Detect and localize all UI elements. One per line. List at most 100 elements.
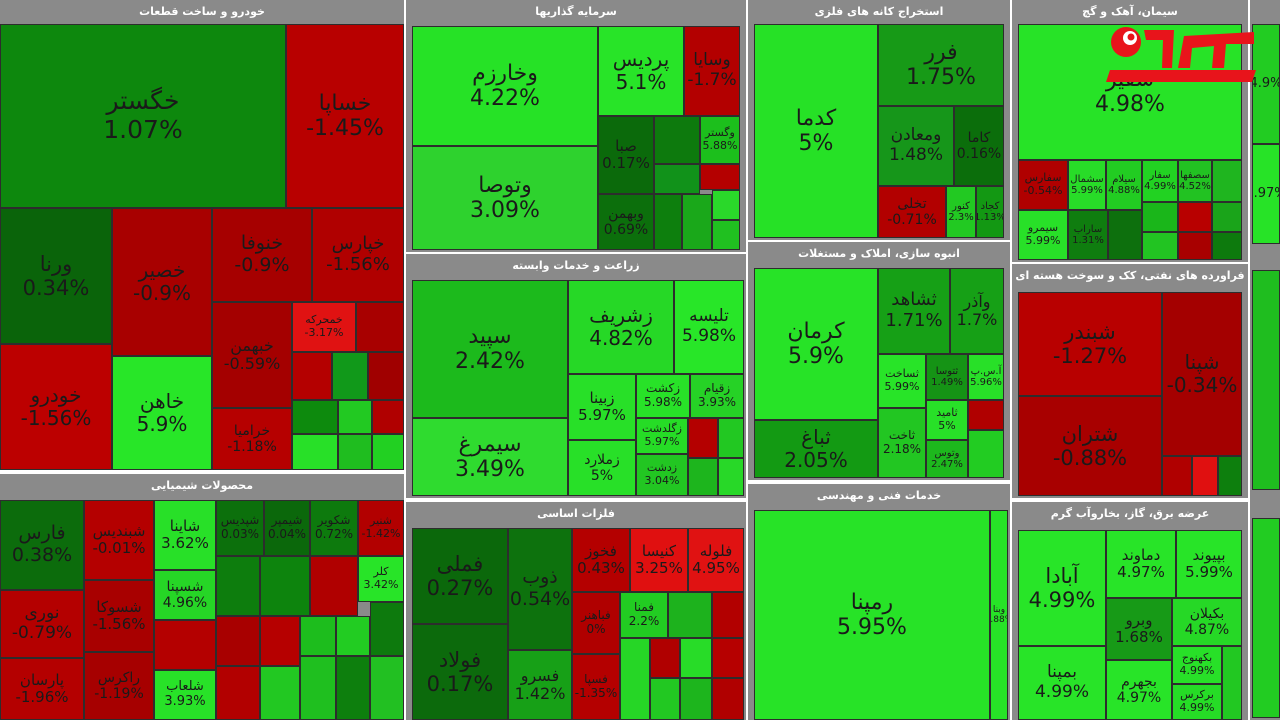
sector-title: عرضه برق، گاز، بخاروآب گرم [1050, 507, 1210, 520]
stock-tile [216, 666, 260, 720]
stock-tile[interactable]: نوری -0.79% [0, 590, 84, 658]
stock-tile[interactable]: ثساخت 5.99% [878, 354, 926, 408]
stock-tile[interactable]: کاما 0.16% [954, 106, 1004, 186]
stock-tile[interactable]: فرر 1.75% [878, 24, 1004, 106]
stock-tile[interactable]: بجهرم 4.97% [1106, 660, 1172, 720]
stock-tile[interactable]: شلعاب 3.93% [154, 670, 216, 720]
stock-tile[interactable]: خودرو -1.56% [0, 344, 112, 470]
stock-tile[interactable]: زشریف 4.82% [568, 280, 674, 374]
stock-tile[interactable]: شپنا -0.34% [1162, 292, 1242, 456]
stock-tile[interactable]: راکرس -1.19% [84, 652, 154, 720]
stock-tile[interactable]: شبندیس -0.01% [84, 500, 154, 580]
stock-tile[interactable]: آ.س.پ 5.96% [968, 354, 1004, 400]
stock-tile[interactable]: ثامید 5% [926, 400, 968, 440]
stock-tile[interactable]: پارسان -1.96% [0, 658, 84, 720]
stock-tile[interactable]: کنور 2.3% [946, 186, 976, 238]
stock-tile[interactable]: خنوفا -0.9% [212, 208, 312, 302]
stock-tile[interactable]: سصفها 4.52% [1178, 160, 1212, 202]
stock-tile[interactable]: ومعادن 1.48% [878, 106, 954, 186]
stock-tile[interactable]: سپید 2.42% [412, 280, 568, 418]
stock-tile[interactable]: زدشت 3.04% [636, 454, 688, 496]
stock-tile[interactable]: ثاخت 2.18% [878, 408, 926, 478]
sector-utilities: عرضه برق، گاز، بخاروآب گرم آبادا 4.99% دم… [1012, 502, 1248, 720]
stock-tile[interactable]: بمپنا 4.99% [1018, 646, 1106, 720]
stock-tile[interactable]: سفارس -0.54% [1018, 160, 1068, 210]
stock-tile[interactable]: زگلدشت 5.97% [636, 418, 688, 454]
stock-tile[interactable]: سیمرغ 3.49% [412, 418, 568, 496]
stock-tile[interactable]: وبرو 1.68% [1106, 598, 1172, 660]
stock-tile[interactable]: ذوب 0.54% [508, 528, 572, 650]
stock-tile[interactable]: زبینا 5.97% [568, 374, 636, 440]
stock-tile[interactable]: وخارزم 4.22% [412, 26, 598, 146]
stock-tile[interactable]: وآذر 1.7% [950, 268, 1004, 354]
stock-tile[interactable]: ثتوسا 1.49% [926, 354, 968, 400]
stock-tile[interactable]: بپیوند 5.99% [1176, 530, 1242, 598]
stock-tile[interactable]: آبادا 4.99% [1018, 530, 1106, 646]
stock-tile[interactable]: وسایا -1.7% [684, 26, 740, 116]
stock-tile[interactable]: وتوس 2.47% [926, 440, 968, 478]
stock-tile[interactable]: ثشاهد 1.71% [878, 268, 950, 354]
stock-tile[interactable]: خرامیا -1.18% [212, 408, 292, 470]
stock-tile[interactable]: وبهمن 0.69% [598, 194, 654, 250]
stock-tile[interactable]: کنیسا 3.25% [630, 528, 688, 592]
stock-tile[interactable]: 5.97% [1252, 144, 1280, 244]
stock-tile[interactable]: ساراب 1.31% [1068, 210, 1108, 260]
stock-tile[interactable]: کجاد1.13% [976, 186, 1004, 238]
stock-tile[interactable]: سشمال 5.99% [1068, 160, 1106, 210]
stock-tile[interactable]: تلیسه 5.98% [674, 280, 744, 374]
stock-tile[interactable]: خبهمن -0.59% [212, 302, 292, 408]
stock-tile[interactable]: فمنا 2.2% [620, 592, 668, 638]
stock-tile[interactable]: شکویر 0.72% [310, 500, 358, 556]
stock-tile[interactable]: کلر 3.42% [358, 556, 404, 602]
stock-tile[interactable]: رمپنا 5.95% [754, 510, 990, 720]
stock-tile[interactable]: دماوند 4.97% [1106, 530, 1176, 598]
stock-tile[interactable]: کرمان 5.9% [754, 268, 878, 420]
stock-tile[interactable]: تخلی -0.71% [878, 186, 946, 238]
stock-tile[interactable]: خساپا -1.45% [286, 24, 404, 208]
stock-tile[interactable]: فولاد 0.17% [412, 624, 508, 720]
stock-tile[interactable]: خپارس -1.56% [312, 208, 404, 302]
stock-tile[interactable]: خاهن 5.9% [112, 356, 212, 470]
stock-tile[interactable]: فملی 0.27% [412, 528, 508, 624]
stock-tile [968, 400, 1004, 430]
stock-tile[interactable]: وتوصا 3.09% [412, 146, 598, 250]
stock-tile[interactable]: شبندر -1.27% [1018, 292, 1162, 396]
stock-tile[interactable]: خگستر 1.07% [0, 24, 286, 208]
stock-tile[interactable]: شپدیس 0.03% [216, 500, 264, 556]
stock-tile[interactable]: پردیس 5.1% [598, 26, 684, 116]
stock-tile[interactable]: بکهنوج 4.99% [1172, 646, 1222, 684]
stock-tile[interactable]: خصیر -0.9% [112, 208, 212, 356]
stock-tile[interactable]: شتران -0.88% [1018, 396, 1162, 496]
stock-tile[interactable]: زقیام 3.93% [690, 374, 744, 418]
stock-tile[interactable]: شاینا 3.62% [154, 500, 216, 570]
stock-tile[interactable]: فلوله 4.95% [688, 528, 744, 592]
stock-tile[interactable]: شیمپر 0.04% [264, 500, 310, 556]
stock-tile [336, 656, 370, 720]
stock-tile[interactable]: شسپنا 4.96% [154, 570, 216, 620]
stock-tile[interactable]: زملارد 5% [568, 440, 636, 496]
stock-tile[interactable]: سفار 4.99% [1142, 160, 1178, 202]
stock-tile[interactable]: فباهنر 0% [572, 592, 620, 654]
stock-tile[interactable]: کدما 5% [754, 24, 878, 238]
stock-tile[interactable]: وبنا3.88% [990, 510, 1008, 720]
stock-tile[interactable]: سیمرو 5.99% [1018, 210, 1068, 260]
stock-tile[interactable]: ورنا 0.34% [0, 208, 112, 344]
stock-tile[interactable]: خمحرکه -3.17% [292, 302, 356, 352]
stock-tile[interactable]: فسرو 1.42% [508, 650, 572, 720]
stock-tile[interactable]: زکشت 5.98% [636, 374, 690, 418]
stock-tile [370, 602, 404, 656]
stock-tile[interactable]: فسپا -1.35% [572, 654, 620, 720]
stock-tile[interactable]: سیلام 4.88% [1106, 160, 1142, 210]
stock-tile[interactable]: فخوز 0.43% [572, 528, 630, 592]
stock-tile[interactable]: فارس 0.38% [0, 500, 84, 590]
stock-tile[interactable]: ثباغ 2.05% [754, 420, 878, 478]
stock-tile [654, 164, 700, 194]
stock-tile [1252, 270, 1280, 490]
stock-tile[interactable]: صبا 0.17% [598, 116, 654, 194]
stock-tile[interactable]: شسوکا -1.56% [84, 580, 154, 652]
stock-tile [260, 666, 300, 720]
stock-tile[interactable]: برکرس 4.99% [1172, 684, 1222, 720]
stock-tile[interactable]: وگستر 5.88% [700, 116, 740, 164]
stock-tile[interactable]: شنیر -1.42% [358, 500, 404, 556]
stock-tile[interactable]: بکیلان 4.87% [1172, 598, 1242, 646]
